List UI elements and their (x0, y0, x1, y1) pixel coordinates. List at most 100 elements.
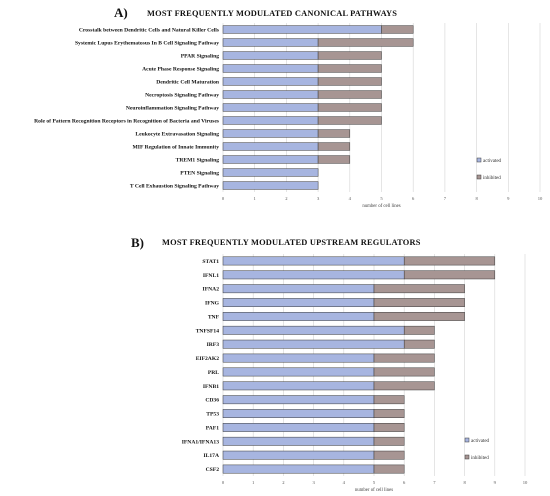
bar-inhibited (403, 256, 496, 266)
x-tick-label: 4 (343, 480, 346, 485)
bar-inhibited (373, 450, 405, 460)
bar-inhibited (373, 409, 405, 418)
category-label: Neuroinflammation Signaling Pathway (126, 106, 219, 112)
bar-activated (222, 423, 375, 432)
bar-inhibited (403, 270, 496, 280)
bar-inhibited (373, 436, 405, 446)
x-tick-label: 5 (380, 196, 383, 201)
category-label: Acute Phase Response Signaling (142, 67, 219, 73)
bar-inhibited (317, 129, 351, 138)
x-tick-label: 7 (433, 480, 436, 485)
category-label: PAF1 (206, 425, 219, 431)
panel-a: A) MOST FREQUENTLY MODULATED CANONICAL P… (0, 0, 550, 228)
bar-activated (222, 181, 319, 190)
legend-label-activated: activated (483, 159, 502, 164)
canonical-pathways-chart: 0 1 2 3 4 5 6 7 8 9 10 number of cell lines Crosstal… (34, 23, 543, 209)
x-tick-label: 0 (222, 480, 225, 485)
x-tick-label: 3 (317, 196, 320, 201)
panel-b-title: MOST FREQUENTLY MODULATED UPSTREAM REGUL… (162, 238, 421, 247)
bar-inhibited (373, 284, 465, 294)
bar-activated (222, 77, 319, 86)
bar-activated (222, 284, 375, 294)
category-label: IFNG (205, 301, 220, 307)
x-tick-label: 9 (507, 196, 510, 201)
category-label: STAT1 (202, 259, 219, 265)
category-label: IFNA1/IFNA13 (182, 439, 219, 445)
bar-inhibited (317, 103, 382, 112)
bar-activated (222, 103, 319, 112)
bar-activated (222, 353, 375, 363)
bar-activated (222, 298, 375, 307)
category-label: Necroptosis Signaling Pathway (145, 93, 219, 99)
bar-inhibited (317, 64, 382, 73)
category-label: PPAR Signaling (181, 54, 219, 60)
x-tick-label: 6 (412, 196, 415, 201)
x-axis-title: number of cell lines (362, 204, 400, 209)
x-tick-label: 5 (373, 480, 376, 485)
category-label: IFNL1 (203, 273, 219, 279)
bar-activated (222, 367, 375, 377)
panel-a-letter: A) (114, 5, 128, 20)
legend-swatch-activated (476, 157, 482, 163)
bar-inhibited (317, 142, 351, 151)
category-label: IFNA2 (203, 287, 220, 293)
category-label: TP53 (206, 412, 219, 418)
x-tick-label: 10 (538, 196, 543, 201)
category-label: Crosstalk between Dendritic Cells and Na… (79, 28, 220, 34)
x-tick-label: 1 (254, 196, 257, 201)
category-label: Dendritic Cell Maturation (156, 80, 220, 86)
bar-inhibited (373, 423, 405, 432)
x-tick-label: 2 (285, 196, 288, 201)
bar-activated (222, 168, 319, 177)
category-label: CD36 (205, 398, 219, 404)
bar-activated (222, 395, 375, 405)
x-axis-title: number of cell lines (355, 488, 393, 493)
bar-activated (222, 312, 375, 321)
category-label: Role of Pattern Recognition Receptors in… (34, 119, 220, 125)
bar-activated (222, 116, 319, 125)
bar-activated (222, 25, 382, 34)
bar-inhibited (373, 298, 465, 307)
category-label: CSF2 (206, 467, 220, 473)
bar-activated (222, 90, 319, 99)
panel-a-title: MOST FREQUENTLY MODULATED CANONICAL PATH… (147, 9, 398, 18)
category-label: T Cell Exhaustion Signaling Pathway (130, 184, 219, 190)
bar-inhibited (317, 77, 382, 86)
bar-inhibited (403, 325, 435, 335)
panel-b-heading: B) MOST FREQUENTLY MODULATED UPSTREAM RE… (0, 232, 550, 254)
x-tick-label: 6 (403, 480, 406, 485)
bar-activated (222, 38, 319, 47)
category-label: TNF (208, 314, 220, 320)
x-tick-label: 1 (252, 480, 255, 485)
category-label: IRF3 (207, 342, 220, 348)
bar-inhibited (373, 464, 405, 474)
panel-b: B) MOST FREQUENTLY MODULATED UPSTREAM RE… (0, 232, 550, 494)
bar-activated (222, 64, 319, 73)
x-tick-label: 7 (444, 196, 447, 201)
bar-activated (222, 51, 319, 60)
legend-label-inhibited: inhibited (471, 456, 489, 461)
category-label: PTEN Signaling (180, 171, 219, 177)
category-label: EIF2AK2 (196, 356, 220, 362)
bar-activated (222, 409, 375, 418)
panel-b-letter: B) (131, 235, 144, 250)
category-label: MIF Regulation of Innate Immunity (133, 145, 220, 151)
x-tick-label: 9 (494, 480, 497, 485)
bar-activated (222, 155, 319, 164)
bar-inhibited (403, 339, 435, 349)
bar-activated (222, 129, 319, 138)
x-tick-label: 2 (282, 480, 285, 485)
legend-swatch-inhibited (476, 174, 482, 180)
category-label: TNFSF14 (196, 328, 220, 334)
category-label: TREM1 Signaling (176, 158, 220, 164)
bar-inhibited (317, 51, 382, 60)
panel-a-heading: A) MOST FREQUENTLY MODULATED CANONICAL P… (0, 0, 550, 22)
upstream-regulators-chart: 0 1 2 3 4 5 6 7 8 9 10 number of cell lines STAT1 IFN… (182, 254, 528, 493)
bar-activated (222, 270, 405, 280)
bar-activated (222, 381, 375, 391)
category-label: Systemic Lupus Erythematosus In B Cell S… (75, 41, 219, 47)
legend-label-inhibited: inhibited (483, 176, 501, 181)
legend-swatch-inhibited (464, 454, 470, 460)
bar-inhibited (373, 353, 435, 363)
category-label: Leukocyte Extravasation Signaling (135, 132, 219, 138)
